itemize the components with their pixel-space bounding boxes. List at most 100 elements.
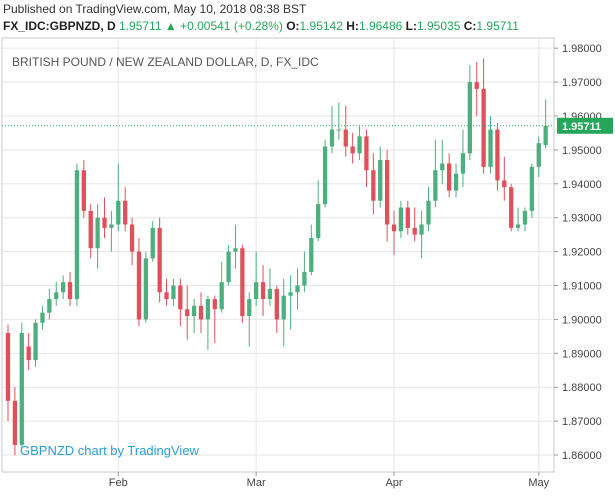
candle-up: [247, 299, 252, 317]
candle-down: [164, 292, 169, 300]
grid-lines: [2, 38, 554, 472]
high-label: H:: [346, 19, 359, 33]
candle-up: [536, 143, 541, 167]
y-tick-label: 1.93000: [562, 213, 602, 225]
candle-up: [267, 288, 273, 300]
y-tick-label: 1.89000: [562, 348, 602, 360]
candle-down: [123, 200, 128, 225]
candle-up: [61, 282, 66, 293]
candle-down: [129, 224, 135, 252]
candle-up: [302, 271, 307, 286]
chart-title: BRITISH POUND / NEW ZEALAND DOLLAR, D, F…: [12, 55, 319, 69]
candle-up: [254, 282, 259, 300]
candle-down: [391, 224, 397, 232]
y-tick-label: 1.98000: [562, 43, 602, 55]
candle-down: [350, 146, 355, 154]
candle-up: [109, 224, 114, 228]
candle-up: [529, 166, 535, 211]
x-tick-label: May: [528, 477, 549, 489]
plot-area: [1, 37, 555, 473]
candle-up: [515, 224, 521, 228]
candle-down: [185, 309, 190, 317]
candle-up: [522, 210, 528, 225]
candle-down: [502, 180, 507, 188]
candle-down: [447, 163, 452, 191]
candle-down: [474, 82, 479, 89]
candle-up: [488, 129, 493, 167]
y-tick-label: 1.90000: [562, 314, 602, 326]
x-tick-label: Apr: [385, 477, 402, 489]
y-tick-label: 1.92000: [562, 247, 602, 259]
candle-down: [412, 227, 417, 235]
candle-up: [281, 295, 286, 320]
candle-up: [116, 200, 121, 225]
x-tick-label: Mar: [247, 477, 266, 489]
low-value: 1.95035: [417, 19, 461, 33]
candle-down: [509, 187, 514, 228]
symbol-label: FX_IDC:GBPNZD, D: [3, 19, 116, 33]
candle-up: [309, 238, 314, 272]
price-change: +0.00541 (+0.28%): [180, 19, 283, 33]
candle-down: [81, 170, 86, 211]
candles: [5, 58, 548, 456]
candle-up: [150, 227, 155, 259]
change-up-icon: ▲: [164, 19, 177, 33]
y-tick-label: 1.95000: [562, 145, 602, 157]
last-price: 1.95711: [119, 19, 162, 33]
candle-up: [329, 129, 335, 147]
candle-up: [467, 82, 472, 154]
y-tick-label: 1.94000: [562, 179, 602, 191]
candle-up: [19, 332, 24, 445]
tradingview-watermark[interactable]: GBPNZD chart by TradingView: [20, 443, 200, 458]
candle-down: [260, 282, 266, 300]
candle-up: [233, 248, 238, 252]
close-label: C:: [463, 19, 477, 33]
y-tick-label: 1.91000: [562, 281, 602, 293]
candle-down: [5, 332, 11, 401]
candle-down: [405, 207, 410, 228]
published-line: Published on TradingView.com, May 10, 20…: [3, 2, 307, 16]
candle-up: [378, 160, 383, 201]
candle-up: [453, 173, 459, 191]
low-label: L:: [405, 19, 417, 33]
candle-up: [226, 251, 231, 283]
close-value: 1.95711: [476, 19, 519, 33]
candle-up: [426, 200, 431, 225]
last-price-tag: [557, 117, 613, 134]
candle-up: [219, 282, 224, 310]
candle-up: [33, 322, 38, 361]
candle-up: [205, 299, 211, 320]
candle-up: [40, 312, 45, 323]
time-axis[interactable]: Feb Mar Apr May: [109, 472, 550, 489]
candle-down: [136, 251, 142, 320]
candle-up: [543, 125, 548, 146]
x-tick-label: Feb: [109, 477, 128, 489]
candle-down: [178, 285, 183, 310]
candle-up: [288, 292, 293, 296]
last-price-line: 1.95711: [2, 117, 613, 134]
open-value: 1.95142: [299, 19, 343, 33]
chart-frame[interactable]: 1.86000 1.87000 1.88000 1.89000 1.90000 1.910…: [0, 36, 615, 496]
candle-down: [495, 129, 500, 181]
candle-down: [67, 282, 73, 300]
candle-down: [343, 129, 348, 147]
candle-up: [440, 163, 445, 171]
y-tick-label: 1.87000: [562, 416, 602, 428]
candle-up: [419, 224, 424, 235]
candle-up: [433, 170, 438, 201]
open-label: O:: [286, 19, 300, 33]
candle-down: [364, 136, 369, 171]
candle-up: [95, 217, 100, 249]
candle-down: [240, 248, 245, 317]
y-tick-label: 1.86000: [562, 450, 602, 462]
candle-down: [198, 305, 204, 320]
candle-down: [88, 210, 93, 249]
last-price-tag-label: 1.95711: [562, 121, 601, 133]
price-axis[interactable]: 1.86000 1.87000 1.88000 1.89000 1.90000 1.910…: [554, 43, 602, 462]
candle-up: [398, 207, 404, 232]
candlestick-chart[interactable]: 1.86000 1.87000 1.88000 1.89000 1.90000 1.910…: [0, 36, 615, 496]
candle-down: [212, 299, 217, 310]
candle-down: [274, 288, 279, 320]
candle-down: [481, 88, 486, 167]
candle-up: [322, 146, 328, 205]
